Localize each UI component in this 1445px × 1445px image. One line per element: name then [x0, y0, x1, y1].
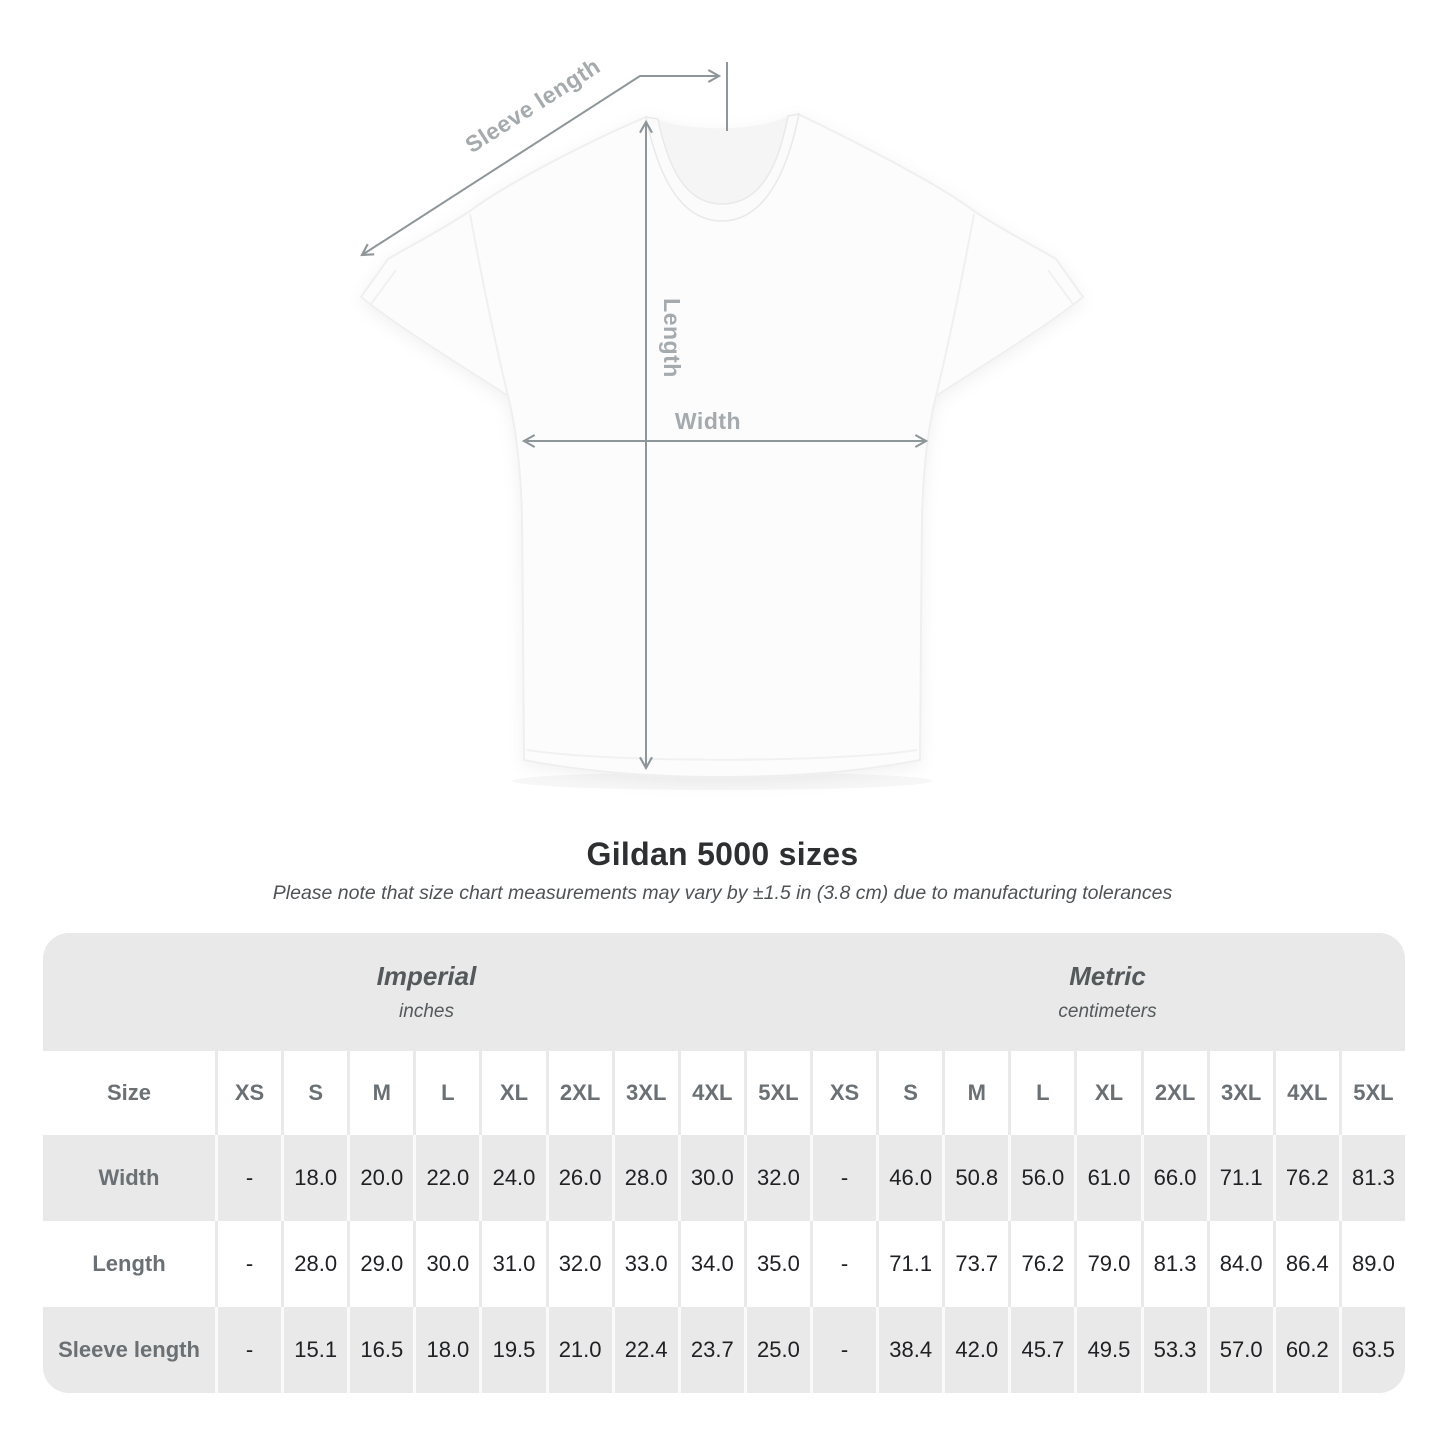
sleeve-length-arrow: [360, 69, 722, 257]
size-header: L: [1008, 1051, 1075, 1135]
value-cell: 22.4: [611, 1307, 678, 1393]
value-cell: 18.0: [281, 1135, 348, 1221]
value-cell: 61.0: [1074, 1135, 1141, 1221]
unit-group-imperial: Imperial inches: [43, 933, 810, 1051]
value-cell: 56.0: [1008, 1135, 1075, 1221]
value-cell: 38.4: [876, 1307, 943, 1393]
value-cell: 89.0: [1338, 1221, 1405, 1307]
unit-group-sublabel: inches: [399, 1001, 454, 1022]
size-header: 5XL: [1338, 1051, 1405, 1135]
value-cell: 81.3: [1338, 1135, 1405, 1221]
value-cell: 71.1: [1206, 1135, 1273, 1221]
value-cell: 18.0: [413, 1307, 480, 1393]
row-label-sleeve-length: Sleeve length: [43, 1307, 215, 1393]
size-header: 2XL: [1140, 1051, 1207, 1135]
length-label: Length: [659, 298, 685, 378]
value-cell: 25.0: [743, 1307, 810, 1393]
value-cell: -: [215, 1135, 282, 1221]
tolerance-note: Please note that size chart measurements…: [272, 882, 1173, 904]
value-cell: 49.5: [1074, 1307, 1141, 1393]
unit-group-sublabel: centimeters: [1058, 1001, 1157, 1022]
value-cell: 28.0: [281, 1221, 348, 1307]
unit-group-metric: Metric centimeters: [809, 933, 1405, 1051]
size-header: 3XL: [1206, 1051, 1273, 1135]
unit-group-label: Imperial: [376, 961, 477, 991]
row-label-width: Width: [43, 1135, 215, 1221]
value-cell: 79.0: [1074, 1221, 1141, 1307]
value-cell: -: [809, 1221, 877, 1307]
size-header: S: [281, 1051, 348, 1135]
value-cell: 29.0: [347, 1221, 414, 1307]
value-cell: -: [215, 1307, 282, 1393]
value-cell: 63.5: [1338, 1307, 1405, 1393]
value-cell: 30.0: [413, 1221, 480, 1307]
size-header: M: [347, 1051, 414, 1135]
value-cell: 28.0: [611, 1135, 678, 1221]
value-cell: 46.0: [876, 1135, 943, 1221]
value-cell: 19.5: [479, 1307, 546, 1393]
value-cell: 84.0: [1206, 1221, 1273, 1307]
value-cell: 23.7: [677, 1307, 744, 1393]
value-cell: -: [809, 1135, 877, 1221]
table-row-length: Length - 28.0 29.0 30.0 31.0 32.0 33.0 3…: [43, 1221, 1405, 1307]
value-cell: 34.0: [677, 1221, 744, 1307]
value-cell: 24.0: [479, 1135, 546, 1221]
value-cell: 53.3: [1140, 1307, 1207, 1393]
size-header: XS: [215, 1051, 282, 1135]
size-header: XL: [479, 1051, 546, 1135]
table-row-width: Width - 18.0 20.0 22.0 24.0 26.0 28.0 30…: [43, 1135, 1405, 1221]
unit-group-label: Metric: [1069, 961, 1146, 991]
size-header: 4XL: [677, 1051, 744, 1135]
sleeve-length-label: Sleeve length: [460, 53, 604, 158]
value-cell: 57.0: [1206, 1307, 1273, 1393]
page-title: Gildan 5000 sizes: [586, 836, 859, 872]
size-header-row: Size XS S M L XL 2XL 3XL 4XL 5XL XS S M …: [43, 1051, 1405, 1135]
width-label: Width: [675, 408, 741, 434]
value-cell: 26.0: [545, 1135, 612, 1221]
size-header: L: [413, 1051, 480, 1135]
size-header: 5XL: [743, 1051, 810, 1135]
tshirt-image: [359, 112, 1085, 779]
value-cell: 76.2: [1272, 1135, 1339, 1221]
value-cell: 31.0: [479, 1221, 546, 1307]
size-header: XS: [809, 1051, 877, 1135]
table-row-sleeve-length: Sleeve length - 15.1 16.5 18.0 19.5 21.0…: [43, 1307, 1405, 1393]
value-cell: 35.0: [743, 1221, 810, 1307]
size-header: XL: [1074, 1051, 1141, 1135]
value-cell: -: [215, 1221, 282, 1307]
value-cell: 60.2: [1272, 1307, 1339, 1393]
value-cell: 71.1: [876, 1221, 943, 1307]
value-cell: 15.1: [281, 1307, 348, 1393]
value-cell: 76.2: [1008, 1221, 1075, 1307]
value-cell: 66.0: [1140, 1135, 1207, 1221]
size-header: 4XL: [1272, 1051, 1339, 1135]
size-header: M: [942, 1051, 1009, 1135]
value-cell: 16.5: [347, 1307, 414, 1393]
value-cell: 86.4: [1272, 1221, 1339, 1307]
value-cell: -: [809, 1307, 877, 1393]
value-cell: 42.0: [942, 1307, 1009, 1393]
value-cell: 22.0: [413, 1135, 480, 1221]
size-chart-table: Imperial inches Metric centimeters Size …: [43, 933, 1405, 1393]
value-cell: 33.0: [611, 1221, 678, 1307]
value-cell: 30.0: [677, 1135, 744, 1221]
size-header: S: [876, 1051, 943, 1135]
row-label-length: Length: [43, 1221, 215, 1307]
size-header: 3XL: [611, 1051, 678, 1135]
value-cell: 50.8: [942, 1135, 1009, 1221]
value-cell: 81.3: [1140, 1221, 1207, 1307]
value-cell: 32.0: [743, 1135, 810, 1221]
size-header: 2XL: [545, 1051, 612, 1135]
value-cell: 73.7: [942, 1221, 1009, 1307]
tshirt-measurement-diagram: Sleeve length Length Width: [359, 53, 1085, 779]
unit-band-row: Imperial inches Metric centimeters: [43, 933, 1405, 1051]
size-corner-header: Size: [43, 1051, 215, 1135]
value-cell: 32.0: [545, 1221, 612, 1307]
value-cell: 21.0: [545, 1307, 612, 1393]
value-cell: 20.0: [347, 1135, 414, 1221]
value-cell: 45.7: [1008, 1307, 1075, 1393]
